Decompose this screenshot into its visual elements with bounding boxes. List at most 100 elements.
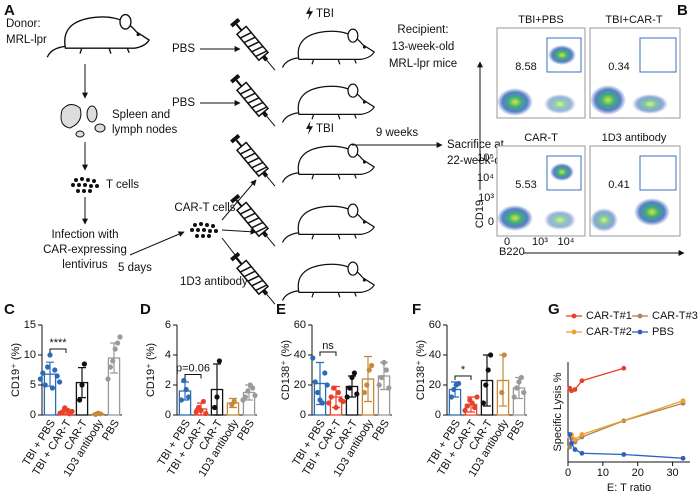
data-point	[361, 389, 367, 396]
marker	[680, 398, 686, 404]
label: PBS	[172, 97, 195, 109]
data-point	[54, 373, 60, 379]
bolt	[306, 121, 313, 135]
syringes	[228, 16, 281, 309]
bolt	[306, 6, 313, 20]
data-point	[326, 400, 332, 406]
data-point	[69, 408, 75, 414]
x-tick-label: PBS	[370, 418, 392, 443]
significance-bracket	[49, 348, 67, 353]
data-point	[379, 374, 385, 381]
data-point	[37, 376, 44, 382]
plot-title: TBI+CAR-T	[605, 14, 662, 26]
data-point	[511, 394, 517, 400]
marker	[572, 447, 578, 452]
data-point	[200, 398, 206, 405]
data-point	[214, 394, 220, 400]
y-axis-label: CD19⁺ (%)	[145, 343, 157, 397]
data-point	[45, 364, 51, 370]
y-tick-label: 0	[165, 409, 171, 421]
data-point	[469, 400, 475, 406]
marker	[572, 387, 578, 392]
data-point	[198, 407, 204, 414]
label: CAR-expressing	[43, 244, 127, 256]
error-bar	[364, 355, 372, 403]
x-tick-label: 10	[597, 467, 609, 479]
data-point	[451, 386, 457, 393]
marker	[567, 444, 573, 450]
data-point	[462, 407, 468, 414]
label: 1D3 antibody	[180, 276, 248, 288]
data-point	[474, 394, 480, 400]
label: 13-week-old	[392, 41, 455, 53]
data-point	[383, 367, 389, 373]
label: lentivirus	[62, 259, 108, 271]
arrow	[221, 179, 257, 221]
marker	[569, 440, 574, 446]
marker	[567, 432, 573, 437]
label: 22-week-old	[447, 155, 510, 167]
tick-label: 0	[488, 216, 494, 228]
data-point	[369, 362, 375, 369]
y-tick-label: 40	[294, 349, 306, 361]
data-point	[186, 394, 192, 400]
data-point	[480, 400, 486, 406]
data-point	[472, 404, 478, 411]
data-point	[488, 352, 494, 358]
y-tick-label: 0	[30, 409, 36, 421]
plot-title: CAR-T	[524, 132, 558, 144]
significance-bracket	[319, 351, 337, 356]
annotation: ****	[49, 337, 67, 349]
spleen-icons	[60, 104, 106, 138]
panel-a: A Donor: MRL-lpr Spleen and lymph nodes …	[4, 2, 510, 309]
x-tick-label: 30	[666, 467, 678, 479]
annotation: *	[461, 364, 466, 376]
data-point	[107, 364, 113, 370]
data-point	[310, 355, 316, 361]
y-tick-label: 60	[429, 319, 441, 331]
tick-label: 0	[504, 236, 510, 248]
legend-label: PBS	[652, 326, 674, 338]
data-point	[464, 403, 470, 409]
label: MRL-lpr mice	[389, 58, 457, 70]
legend-label: CAR-T#3	[652, 310, 698, 322]
y-axis-label: CD138⁺ (%)	[280, 340, 292, 400]
y-tick-label: 0	[435, 409, 441, 421]
marker	[579, 450, 585, 456]
data-point	[112, 346, 118, 352]
data-point	[518, 374, 525, 381]
data-point	[40, 370, 46, 376]
data-point	[183, 386, 189, 393]
data-point	[340, 398, 346, 405]
data-point	[364, 382, 370, 388]
marker	[621, 452, 627, 457]
axis-label: B220	[499, 246, 525, 258]
annotation: ns	[322, 340, 334, 352]
legend-marker	[637, 313, 643, 319]
data-point	[77, 397, 83, 403]
data-point	[331, 385, 337, 391]
data-point	[105, 376, 111, 382]
flow-plots	[496, 27, 681, 237]
data-point	[376, 382, 382, 388]
label: 5 days	[118, 262, 152, 274]
label: Recipient:	[397, 24, 448, 36]
data-point	[315, 389, 321, 396]
data-point	[335, 389, 341, 396]
data-point	[42, 382, 48, 388]
data-point	[319, 400, 325, 406]
data-point	[328, 394, 334, 400]
x-tick-label: PBS	[505, 418, 527, 443]
panel-letter: D	[140, 301, 151, 318]
tick-label: 10⁵	[477, 152, 494, 164]
data-point	[110, 358, 116, 364]
data-point	[231, 398, 237, 405]
tick-label: 10⁴	[477, 172, 494, 184]
data-point	[333, 404, 339, 411]
legend-marker	[571, 329, 577, 335]
arrow	[129, 231, 185, 256]
data-point	[178, 397, 184, 403]
tick-label: 10⁴	[558, 236, 575, 248]
y-tick-label: 20	[294, 379, 306, 391]
